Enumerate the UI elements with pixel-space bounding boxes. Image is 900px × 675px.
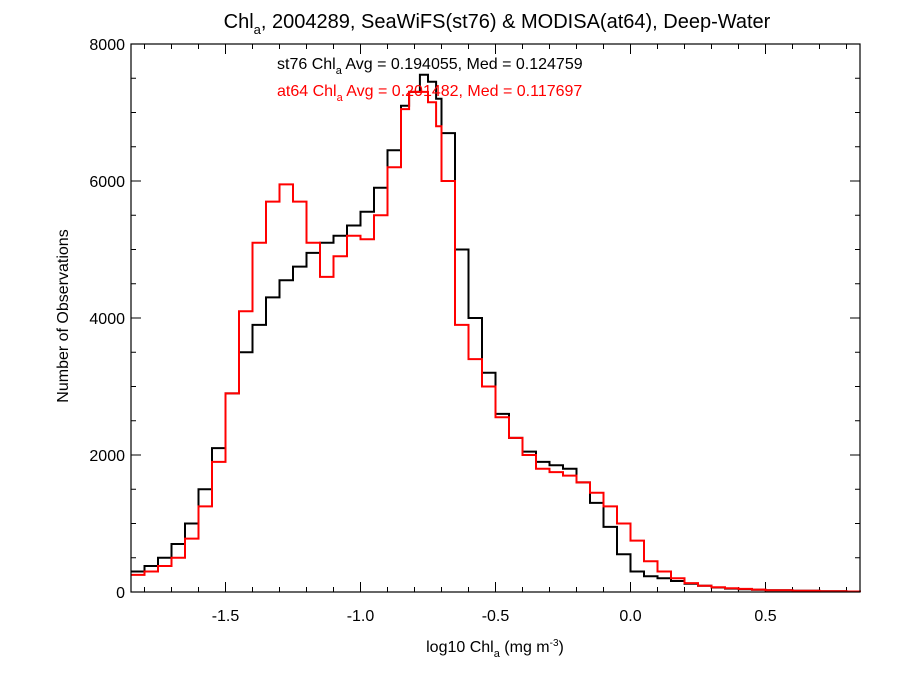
x-axis-label: log10 Chla (mg m-3)	[426, 638, 564, 660]
plot-frame	[130, 43, 861, 593]
stats-annotations: st76 Chla Avg = 0.194055, Med = 0.124759…	[277, 56, 583, 104]
x-tick-label: 0.5	[754, 608, 776, 625]
y-tick-label: 2000	[89, 448, 125, 465]
x-tick-label: -1.0	[347, 608, 375, 625]
annotation-st76: st76 Chla Avg = 0.194055, Med = 0.124759	[277, 56, 583, 77]
series-line-at64	[131, 90, 861, 593]
axis-ticks: -1.5 -1.0 -0.5 0.0 0.5 0 2000 4000 6000 8000	[89, 37, 860, 625]
series-line-st76	[131, 73, 861, 593]
y-tick-label: 4000	[89, 311, 125, 328]
x-tick-label: -1.5	[212, 608, 240, 625]
y-axis-label: Number of Observations	[55, 229, 72, 402]
annotation-at64: at64 Chla Avg = 0.201482, Med = 0.117697	[277, 83, 582, 104]
x-tick-label: -0.5	[482, 608, 510, 625]
series-layer	[131, 73, 861, 593]
x-tick-label: 0.0	[619, 608, 641, 625]
y-tick-label: 0	[116, 585, 125, 602]
y-tick-label: 8000	[89, 37, 125, 54]
plot-area: -1.5 -1.0 -0.5 0.0 0.5 0 2000 4000 6000 8000	[89, 37, 861, 625]
y-tick-label: 6000	[89, 174, 125, 191]
chart-title: Chla, 2004289, SeaWiFS(st76) & MODISA(at…	[224, 11, 771, 37]
